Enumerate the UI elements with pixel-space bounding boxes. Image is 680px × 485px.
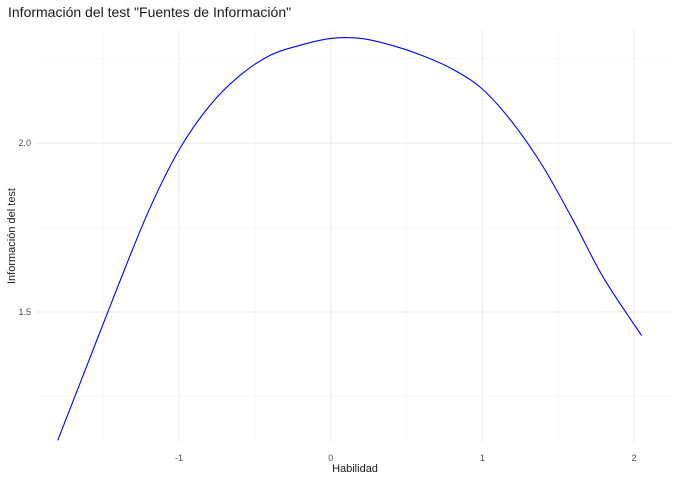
plot-area [57, 37, 643, 441]
chart-title: Información del test "Fuentes de Informa… [8, 4, 291, 20]
y-axis-title: Información del test [6, 188, 18, 284]
x-tick-label: 1 [480, 453, 485, 463]
x-tick-label: 2 [632, 453, 637, 463]
tick-labels: -1 0 1 2 1.5 2.0 [18, 138, 636, 463]
x-axis-title: Habilidad [332, 463, 378, 475]
x-tick-label: 0 [328, 453, 333, 463]
y-tick-label: 1.5 [18, 307, 31, 317]
x-tick-label: -1 [175, 453, 183, 463]
information-curve [57, 37, 643, 441]
y-tick-label: 2.0 [18, 138, 31, 148]
grid [35, 30, 672, 442]
